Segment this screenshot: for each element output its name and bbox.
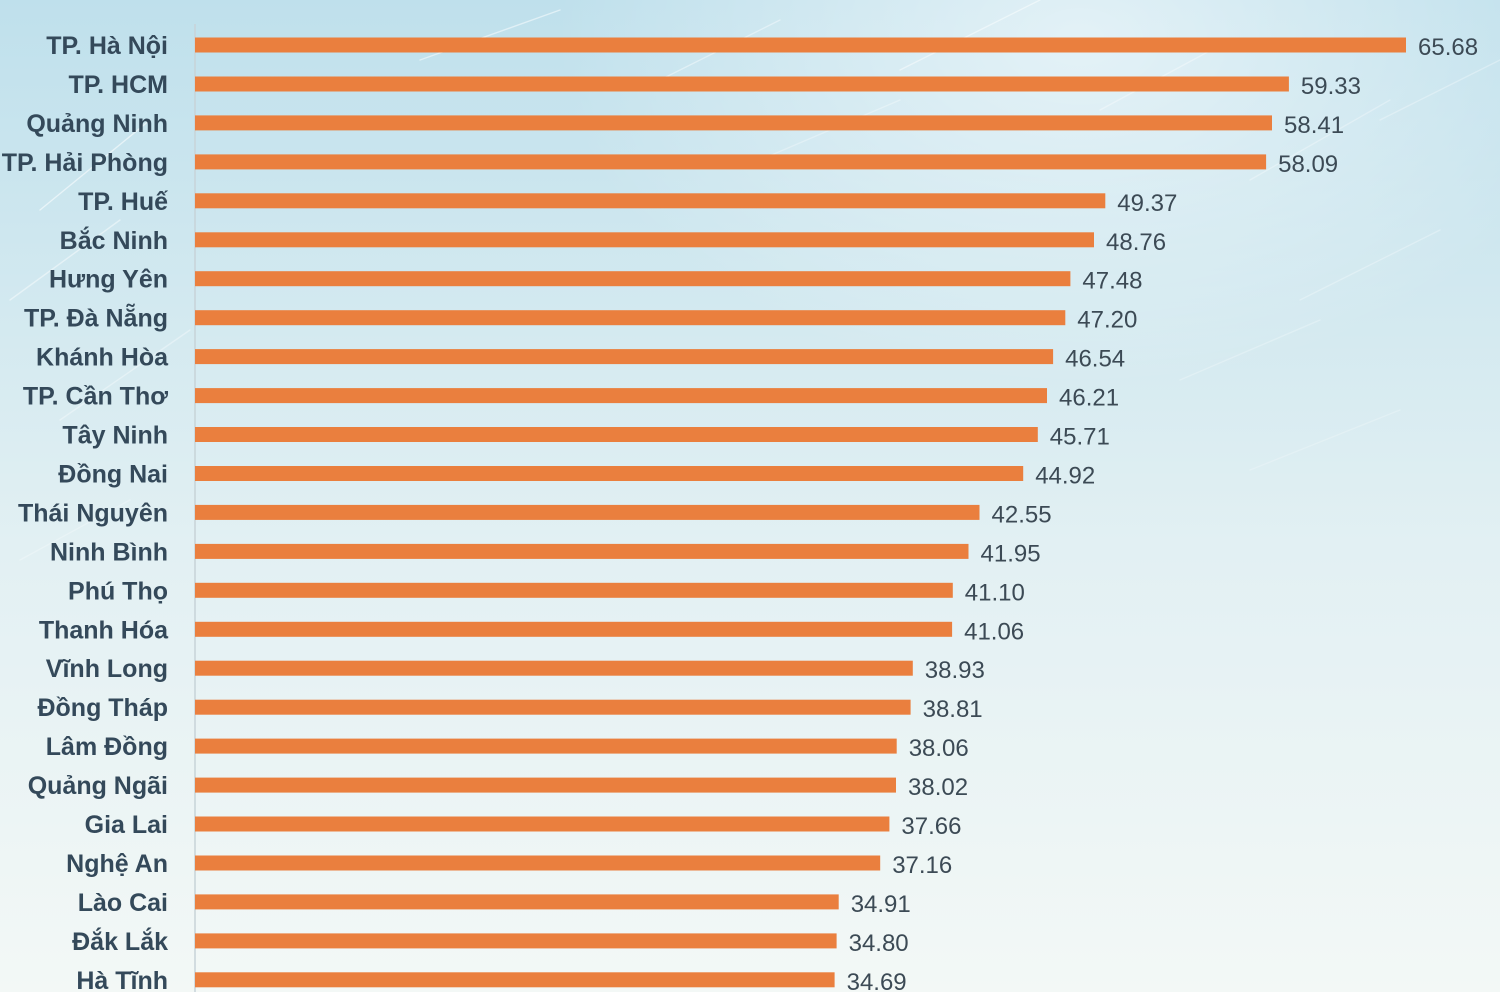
bar xyxy=(195,76,1289,92)
bar xyxy=(195,349,1054,365)
value-label: 46.21 xyxy=(1059,385,1119,412)
category-label: Vĩnh Long xyxy=(46,655,168,683)
category-label: TP. Cần Thơ xyxy=(23,383,168,411)
light-streak xyxy=(1179,319,1321,381)
category-label: Hưng Yên xyxy=(49,266,168,294)
value-label: 48.76 xyxy=(1106,229,1166,256)
value-label: 37.66 xyxy=(901,813,961,840)
bar xyxy=(195,193,1106,209)
bar xyxy=(195,816,890,832)
bar-series xyxy=(195,37,1406,988)
category-label: Gia Lai xyxy=(85,811,168,839)
category-label: Bắc Ninh xyxy=(60,225,168,255)
light-streak xyxy=(39,119,151,211)
category-label: Quảng Ngãi xyxy=(28,772,168,800)
value-label: 38.81 xyxy=(923,696,983,723)
value-label: 38.02 xyxy=(908,774,968,801)
category-label: Hà Tĩnh xyxy=(76,967,168,992)
bar xyxy=(195,427,1038,442)
value-label: 47.20 xyxy=(1077,307,1137,334)
light-streak xyxy=(1299,229,1441,301)
light-streak xyxy=(899,0,1041,71)
category-label: Đồng Nai xyxy=(58,461,168,489)
light-streak xyxy=(1249,409,1401,471)
bar xyxy=(195,37,1406,53)
category-label: Thanh Hóa xyxy=(39,616,169,644)
category-labels: TP. Hà Nội TP. HCM Quảng Ninh TP. Hải Phòng… xyxy=(2,32,169,992)
light-streak xyxy=(19,499,131,561)
category-label: Đồng Tháp xyxy=(37,694,168,722)
bar xyxy=(195,777,896,793)
bar xyxy=(195,699,911,715)
category-label: Lào Cai xyxy=(78,889,168,917)
category-label: Thái Nguyên xyxy=(18,499,168,527)
category-label: TP. Đà Nẵng xyxy=(24,303,168,333)
category-label: Lâm Đồng xyxy=(46,733,168,761)
category-label: TP. Huế xyxy=(78,188,168,216)
value-label: 44.92 xyxy=(1035,463,1095,490)
category-label: Nghệ An xyxy=(66,850,168,878)
value-label: 46.54 xyxy=(1065,346,1125,373)
light-streak xyxy=(1379,59,1500,121)
bar xyxy=(195,972,835,988)
value-label: 41.95 xyxy=(981,540,1041,567)
bar xyxy=(195,660,913,676)
bar xyxy=(195,621,953,637)
value-label: 59.33 xyxy=(1301,73,1361,100)
value-label: 58.09 xyxy=(1278,151,1338,178)
value-labels: 65.68 59.33 58.41 58.09 49.37 48.76 47.48 47.20… xyxy=(847,34,1478,992)
value-label: 41.06 xyxy=(964,618,1024,645)
light-streak xyxy=(59,329,191,421)
value-label: 38.06 xyxy=(909,735,969,762)
value-label: 42.55 xyxy=(992,501,1052,528)
category-label: Khánh Hòa xyxy=(36,344,169,372)
light-streak xyxy=(9,219,121,301)
value-label: 65.68 xyxy=(1418,34,1478,61)
value-label: 34.69 xyxy=(847,969,907,992)
light-streak xyxy=(1249,99,1391,181)
value-label: 58.41 xyxy=(1284,112,1344,139)
category-label: Quảng Ninh xyxy=(26,110,168,138)
value-label: 34.80 xyxy=(849,930,909,957)
bar xyxy=(195,504,980,520)
bar xyxy=(195,232,1094,248)
bar xyxy=(195,310,1066,326)
bar xyxy=(195,388,1047,404)
value-label: 38.93 xyxy=(925,657,985,684)
bar xyxy=(195,271,1071,287)
category-label: TP. Hải Phòng xyxy=(2,149,168,177)
bar xyxy=(195,466,1024,481)
bar xyxy=(195,115,1272,131)
category-label: Tây Ninh xyxy=(62,422,168,450)
bar xyxy=(195,738,897,754)
category-label: TP. HCM xyxy=(68,71,168,99)
category-label: Đắk Lắk xyxy=(72,926,168,956)
value-label: 47.48 xyxy=(1082,268,1142,295)
value-label: 49.37 xyxy=(1117,190,1177,217)
category-label: TP. Hà Nội xyxy=(46,32,168,60)
bar xyxy=(195,543,969,559)
value-label: 37.16 xyxy=(892,852,952,879)
value-label: 34.91 xyxy=(851,891,911,918)
bar xyxy=(195,933,837,949)
bar xyxy=(195,154,1267,170)
bar xyxy=(195,582,953,598)
bar xyxy=(195,894,839,910)
category-label: Ninh Bình xyxy=(50,538,168,566)
category-label: Phú Thọ xyxy=(68,577,168,605)
value-label: 45.71 xyxy=(1050,424,1110,451)
value-label: 41.10 xyxy=(965,579,1025,606)
bar xyxy=(195,855,881,871)
